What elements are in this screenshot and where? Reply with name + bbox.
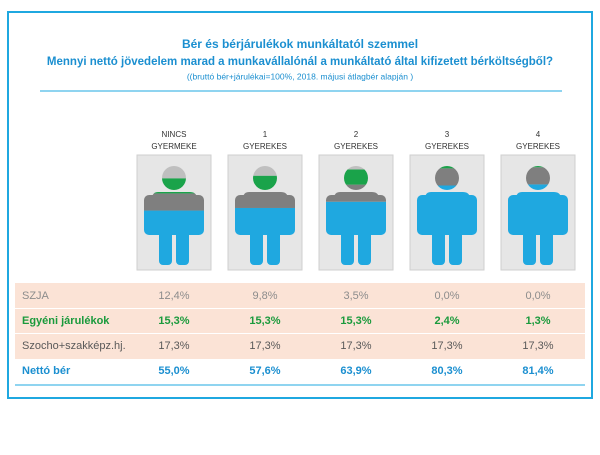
person-icon [227, 154, 303, 271]
person-icon [318, 154, 394, 271]
note: ((bruttó bér+járulékai=100%, 2018. május… [187, 71, 413, 81]
cell-value: 17,3% [158, 340, 189, 352]
row-label: Nettó bér [22, 365, 71, 377]
fill-segment [144, 193, 204, 211]
person-icon [409, 154, 485, 271]
cell-value: 2,4% [434, 315, 459, 327]
cell-value: 0,0% [525, 290, 550, 302]
column-header: 2 [354, 130, 359, 139]
fill-segment [326, 166, 386, 170]
cell-value: 1,3% [525, 315, 550, 327]
row-label: SZJA [22, 290, 50, 302]
person-icon [136, 154, 212, 271]
cell-value: 0,0% [434, 290, 459, 302]
cell-value: 9,8% [252, 290, 277, 302]
person-icon [500, 154, 576, 271]
column-header: GYEREKES [334, 142, 378, 151]
cell-value: 55,0% [158, 365, 189, 377]
cell-value: 15,3% [158, 315, 189, 327]
column-header: 4 [536, 130, 541, 139]
table-bg [15, 283, 585, 359]
cell-value: 17,3% [431, 340, 462, 352]
fill-segment [235, 166, 295, 176]
column-header: GYEREKES [425, 142, 469, 151]
fill-segment [508, 166, 568, 168]
column-header: GYEREKES [516, 142, 560, 151]
title: Bér és bérjárulékok munkáltatól szemmel [182, 37, 418, 51]
row-label: Egyéni járulékok [22, 315, 110, 327]
cell-value: 57,6% [249, 365, 280, 377]
cell-value: 17,3% [249, 340, 280, 352]
column-header: GYEREKES [243, 142, 287, 151]
cell-value: 15,3% [340, 315, 371, 327]
cell-value: 15,3% [249, 315, 280, 327]
cell-value: 12,4% [158, 290, 189, 302]
fill-segment [235, 190, 295, 208]
column-header: GYERMEKE [151, 142, 196, 151]
column-header: 3 [445, 130, 450, 139]
subtitle: Mennyi nettó jövedelem marad a munkaváll… [47, 56, 553, 68]
cell-value: 3,5% [343, 290, 368, 302]
cell-value: 17,3% [340, 340, 371, 352]
column-header: 1 [263, 130, 268, 139]
cell-value: 17,3% [522, 340, 553, 352]
cell-value: 63,9% [340, 365, 371, 377]
row-label: Szocho+szakképz.hj. [22, 340, 126, 352]
column-header: NINCS [162, 130, 187, 139]
fill-segment [417, 166, 477, 169]
cell-value: 81,4% [522, 365, 553, 377]
cell-value: 80,3% [431, 365, 462, 377]
frame [7, 11, 593, 399]
